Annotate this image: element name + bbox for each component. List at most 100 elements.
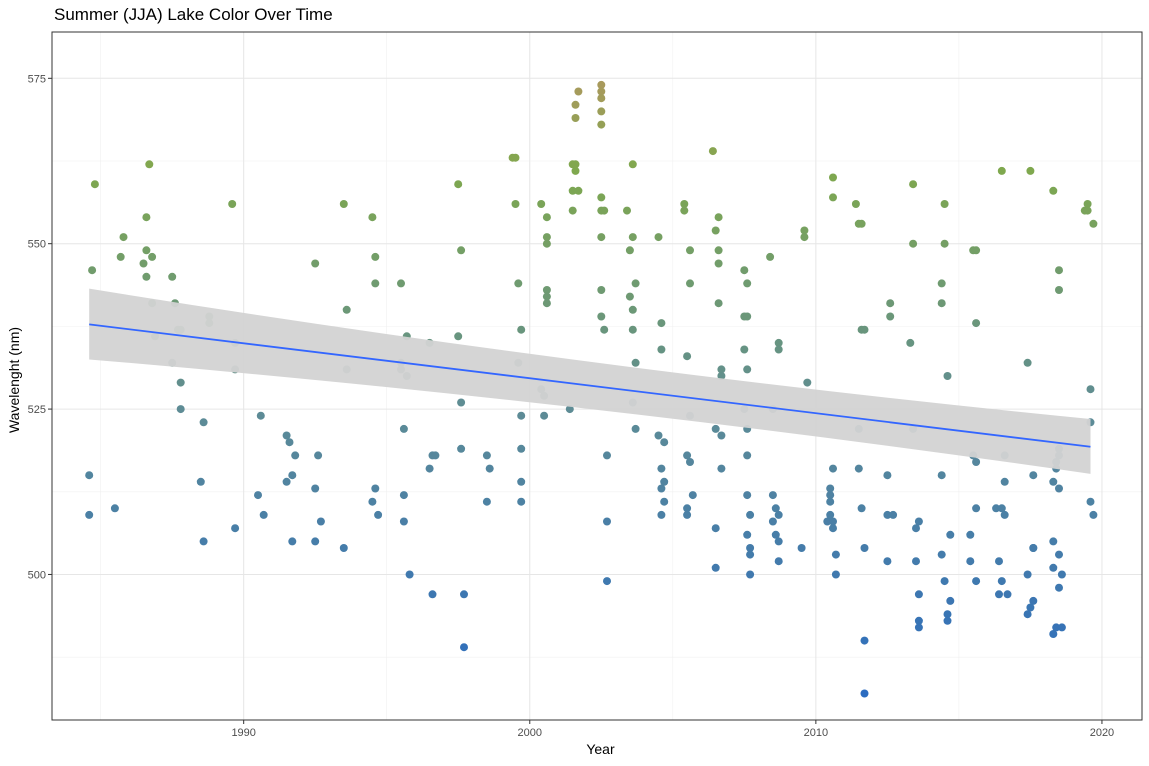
x-tick-label: 2010 [804,727,828,739]
data-point [288,471,297,480]
data-point [660,497,669,506]
data-point [457,444,466,453]
data-point [517,411,526,420]
data-point [371,252,380,261]
data-point [992,504,1001,513]
data-point [316,517,325,526]
data-point [1055,583,1063,592]
data-point [914,517,923,526]
data-point [708,147,717,156]
data-point [831,550,840,559]
data-point [857,219,866,228]
data-point [743,491,752,500]
data-point [1026,166,1035,175]
data-point [1003,590,1012,599]
data-point [714,246,723,255]
data-point [311,259,320,268]
data-point [657,319,666,328]
data-point [654,233,663,242]
data-point [937,279,946,288]
confidence-band [89,288,1091,474]
data-point [1083,200,1092,208]
data-point [256,411,265,420]
data-point [597,193,606,202]
data-point [711,424,720,433]
data-point [829,524,837,533]
data-point [110,504,119,513]
data-point [743,279,752,288]
data-point [657,510,666,519]
data-point [680,206,689,215]
data-point [142,213,151,222]
y-tick-label: 575 [28,73,46,85]
data-point [972,577,981,586]
data-point [399,517,408,526]
data-point [972,504,981,513]
data-point [914,623,923,632]
data-point [997,504,1006,513]
data-point [997,166,1006,175]
data-point [829,464,837,473]
data-point [940,577,949,586]
data-point [368,497,377,506]
data-point [889,510,898,519]
data-point [574,186,583,195]
data-point [542,233,551,242]
data-point [997,577,1006,586]
data-point [288,537,297,546]
data-point [291,451,300,460]
data-point [851,200,860,208]
data-point [966,557,975,566]
data-point [768,491,777,500]
data-point [1089,510,1098,519]
data-point [909,239,918,248]
data-point [1049,537,1058,546]
data-point [660,477,669,486]
data-point [1083,206,1092,215]
data-point [231,524,240,533]
data-point [399,424,408,433]
data-point [860,325,869,334]
data-point [829,517,837,526]
data-point [460,643,468,652]
data-point [631,424,640,433]
chart-title: Summer (JJA) Lake Color Over Time [54,5,333,24]
data-point [603,577,611,586]
data-point [597,94,606,103]
data-point [774,338,783,347]
data-point [511,200,520,208]
data-point [625,292,634,301]
data-point [168,272,177,281]
data-point [199,418,208,427]
data-point [631,358,640,367]
data-point [597,80,606,89]
data-point [883,510,892,519]
data-point [746,544,755,552]
data-point [746,510,755,519]
trend-line [89,323,1091,448]
data-point [196,477,205,486]
data-point [800,233,809,242]
data-point [686,246,694,255]
data-point [628,233,637,242]
data-point [826,510,835,519]
data-point [542,213,551,222]
data-point [940,239,949,248]
data-point [1000,510,1009,519]
data-point [1055,550,1063,559]
data-point [199,537,208,546]
y-tick-label: 550 [28,239,46,251]
data-point [686,458,694,466]
data-point [743,451,752,460]
data-point [542,239,551,248]
data-point [511,153,520,162]
data-point [571,166,580,175]
data-point [597,87,606,96]
data-point [937,550,946,559]
data-point [517,325,526,334]
data-point [854,464,863,473]
y-tick-label: 525 [28,404,46,416]
data-point [457,246,466,255]
data-point [972,246,981,255]
